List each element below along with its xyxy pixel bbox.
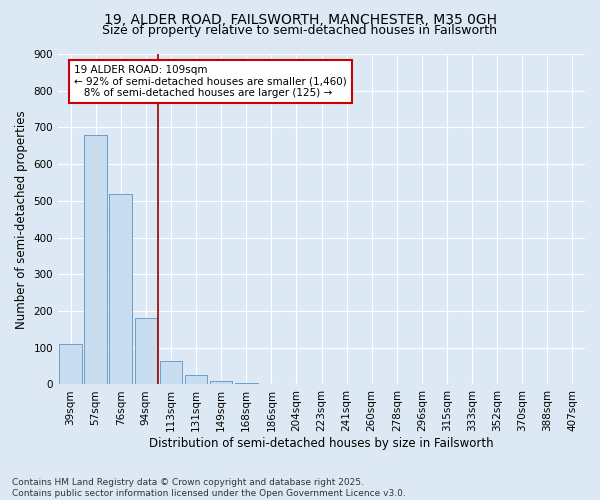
- Bar: [59, 344, 82, 385]
- Bar: [85, 135, 107, 384]
- Y-axis label: Number of semi-detached properties: Number of semi-detached properties: [15, 110, 28, 328]
- X-axis label: Distribution of semi-detached houses by size in Failsworth: Distribution of semi-detached houses by …: [149, 437, 494, 450]
- Bar: [210, 381, 232, 384]
- Text: 19 ALDER ROAD: 109sqm
← 92% of semi-detached houses are smaller (1,460)
   8% of: 19 ALDER ROAD: 109sqm ← 92% of semi-deta…: [74, 65, 347, 98]
- Bar: [160, 362, 182, 384]
- Bar: [185, 374, 208, 384]
- Bar: [235, 382, 257, 384]
- Bar: [134, 318, 157, 384]
- Bar: [109, 194, 132, 384]
- Text: Size of property relative to semi-detached houses in Failsworth: Size of property relative to semi-detach…: [103, 24, 497, 37]
- Text: Contains HM Land Registry data © Crown copyright and database right 2025.
Contai: Contains HM Land Registry data © Crown c…: [12, 478, 406, 498]
- Text: 19, ALDER ROAD, FAILSWORTH, MANCHESTER, M35 0GH: 19, ALDER ROAD, FAILSWORTH, MANCHESTER, …: [104, 12, 497, 26]
